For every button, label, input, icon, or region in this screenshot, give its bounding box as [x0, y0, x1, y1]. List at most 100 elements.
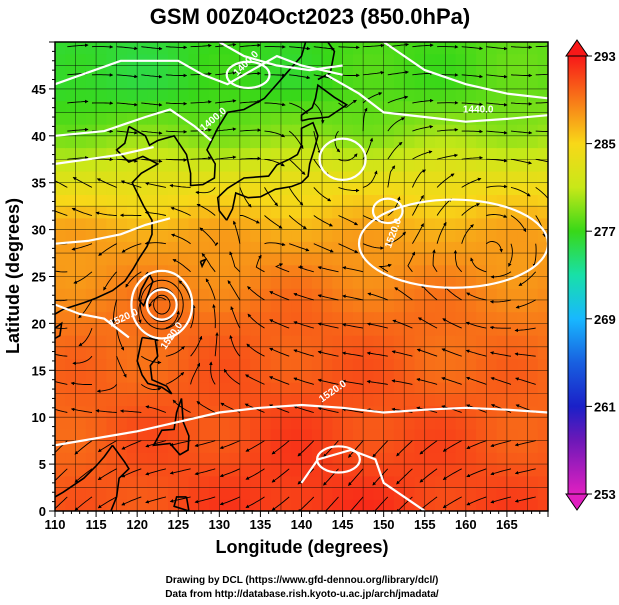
field-cell [137, 194, 149, 207]
field-cell [352, 171, 364, 184]
field-cell [157, 358, 169, 371]
field-cell [260, 217, 272, 231]
field-cell [435, 182, 446, 195]
field-cell [209, 370, 220, 383]
x-tick-label: 110 [45, 517, 66, 532]
field-cell [455, 253, 467, 266]
field-cell [435, 358, 446, 371]
field-cell [537, 487, 548, 500]
field-cell [270, 53, 282, 66]
field-cell [527, 499, 539, 511]
streamline [74, 440, 93, 455]
field-cell [116, 417, 128, 430]
field-cell [537, 88, 548, 102]
field-cell [291, 124, 303, 137]
streamline [116, 158, 138, 163]
field-cell [188, 42, 200, 55]
field-cell [260, 452, 272, 465]
streamline [442, 496, 462, 509]
field-cell [157, 100, 169, 113]
streamline [412, 150, 433, 160]
field-cell [116, 124, 128, 137]
contour-line [383, 42, 548, 100]
streamline [120, 409, 142, 413]
field-cell [75, 358, 87, 371]
streamline [323, 440, 339, 458]
field-cell [291, 417, 303, 430]
field-cell [414, 264, 426, 278]
streamline [313, 243, 334, 253]
field-cell [147, 182, 159, 195]
streamline [141, 384, 162, 391]
field-cell [393, 124, 405, 137]
field-cell [352, 276, 364, 289]
streamline [412, 125, 434, 132]
field-cell [106, 65, 118, 78]
streamline [55, 496, 68, 510]
field-cell [126, 417, 138, 430]
field-cell [229, 77, 241, 90]
field-cell [332, 147, 344, 160]
field-cell [137, 182, 149, 195]
field-cell [157, 499, 169, 511]
field-cell [229, 464, 241, 477]
field-cell [537, 299, 548, 313]
field-cell [168, 370, 179, 383]
field-cell [301, 124, 313, 137]
field-cell [75, 335, 87, 348]
field-cell [229, 159, 241, 172]
field-cell [496, 440, 508, 453]
streamline [190, 362, 201, 385]
field-cell [291, 487, 303, 500]
field-cell [465, 358, 477, 371]
field-cell [373, 382, 385, 395]
field-cell [75, 475, 87, 489]
field-cell [147, 346, 159, 360]
field-cell [506, 100, 518, 113]
field-cell [106, 288, 118, 301]
field-cell [198, 475, 210, 489]
field-cell [486, 112, 498, 125]
field-cell [383, 88, 395, 102]
streamline [97, 440, 117, 453]
colorbar-tick-label: 253 [594, 487, 616, 502]
field-cell [270, 323, 282, 336]
field-cell [96, 440, 107, 453]
streamline [190, 43, 212, 48]
field-cell [301, 428, 313, 442]
field-cell [352, 206, 364, 219]
field-cell [188, 288, 200, 301]
field-cell [301, 393, 313, 407]
field-cell [229, 53, 241, 66]
field-cell [404, 382, 416, 395]
field-cell [250, 382, 261, 395]
field-cell [75, 417, 87, 430]
field-cell [96, 405, 107, 418]
colorbar-bar [567, 55, 587, 495]
field-cell [342, 42, 354, 55]
field-cell [301, 499, 313, 511]
field-cell [455, 112, 467, 125]
field-cell [270, 171, 282, 184]
field-cell [332, 311, 344, 324]
field-cell [250, 499, 261, 511]
field-cell [75, 217, 87, 231]
field-cell [116, 335, 128, 348]
contour-loop [357, 198, 548, 289]
field-cell [209, 346, 220, 360]
field-cell [219, 264, 231, 278]
field-cell [435, 124, 446, 137]
field-cell [157, 206, 169, 219]
field-cell [506, 346, 518, 360]
field-cell [373, 100, 385, 113]
field-cell [393, 382, 405, 395]
field-cell [383, 299, 395, 313]
streamline [465, 321, 487, 329]
field-cell [219, 487, 231, 500]
streamline [178, 280, 192, 301]
field-cell [250, 487, 261, 500]
streamline [394, 287, 413, 301]
field-cell [486, 77, 498, 90]
field-cell [126, 382, 138, 395]
field-cell [209, 65, 220, 78]
